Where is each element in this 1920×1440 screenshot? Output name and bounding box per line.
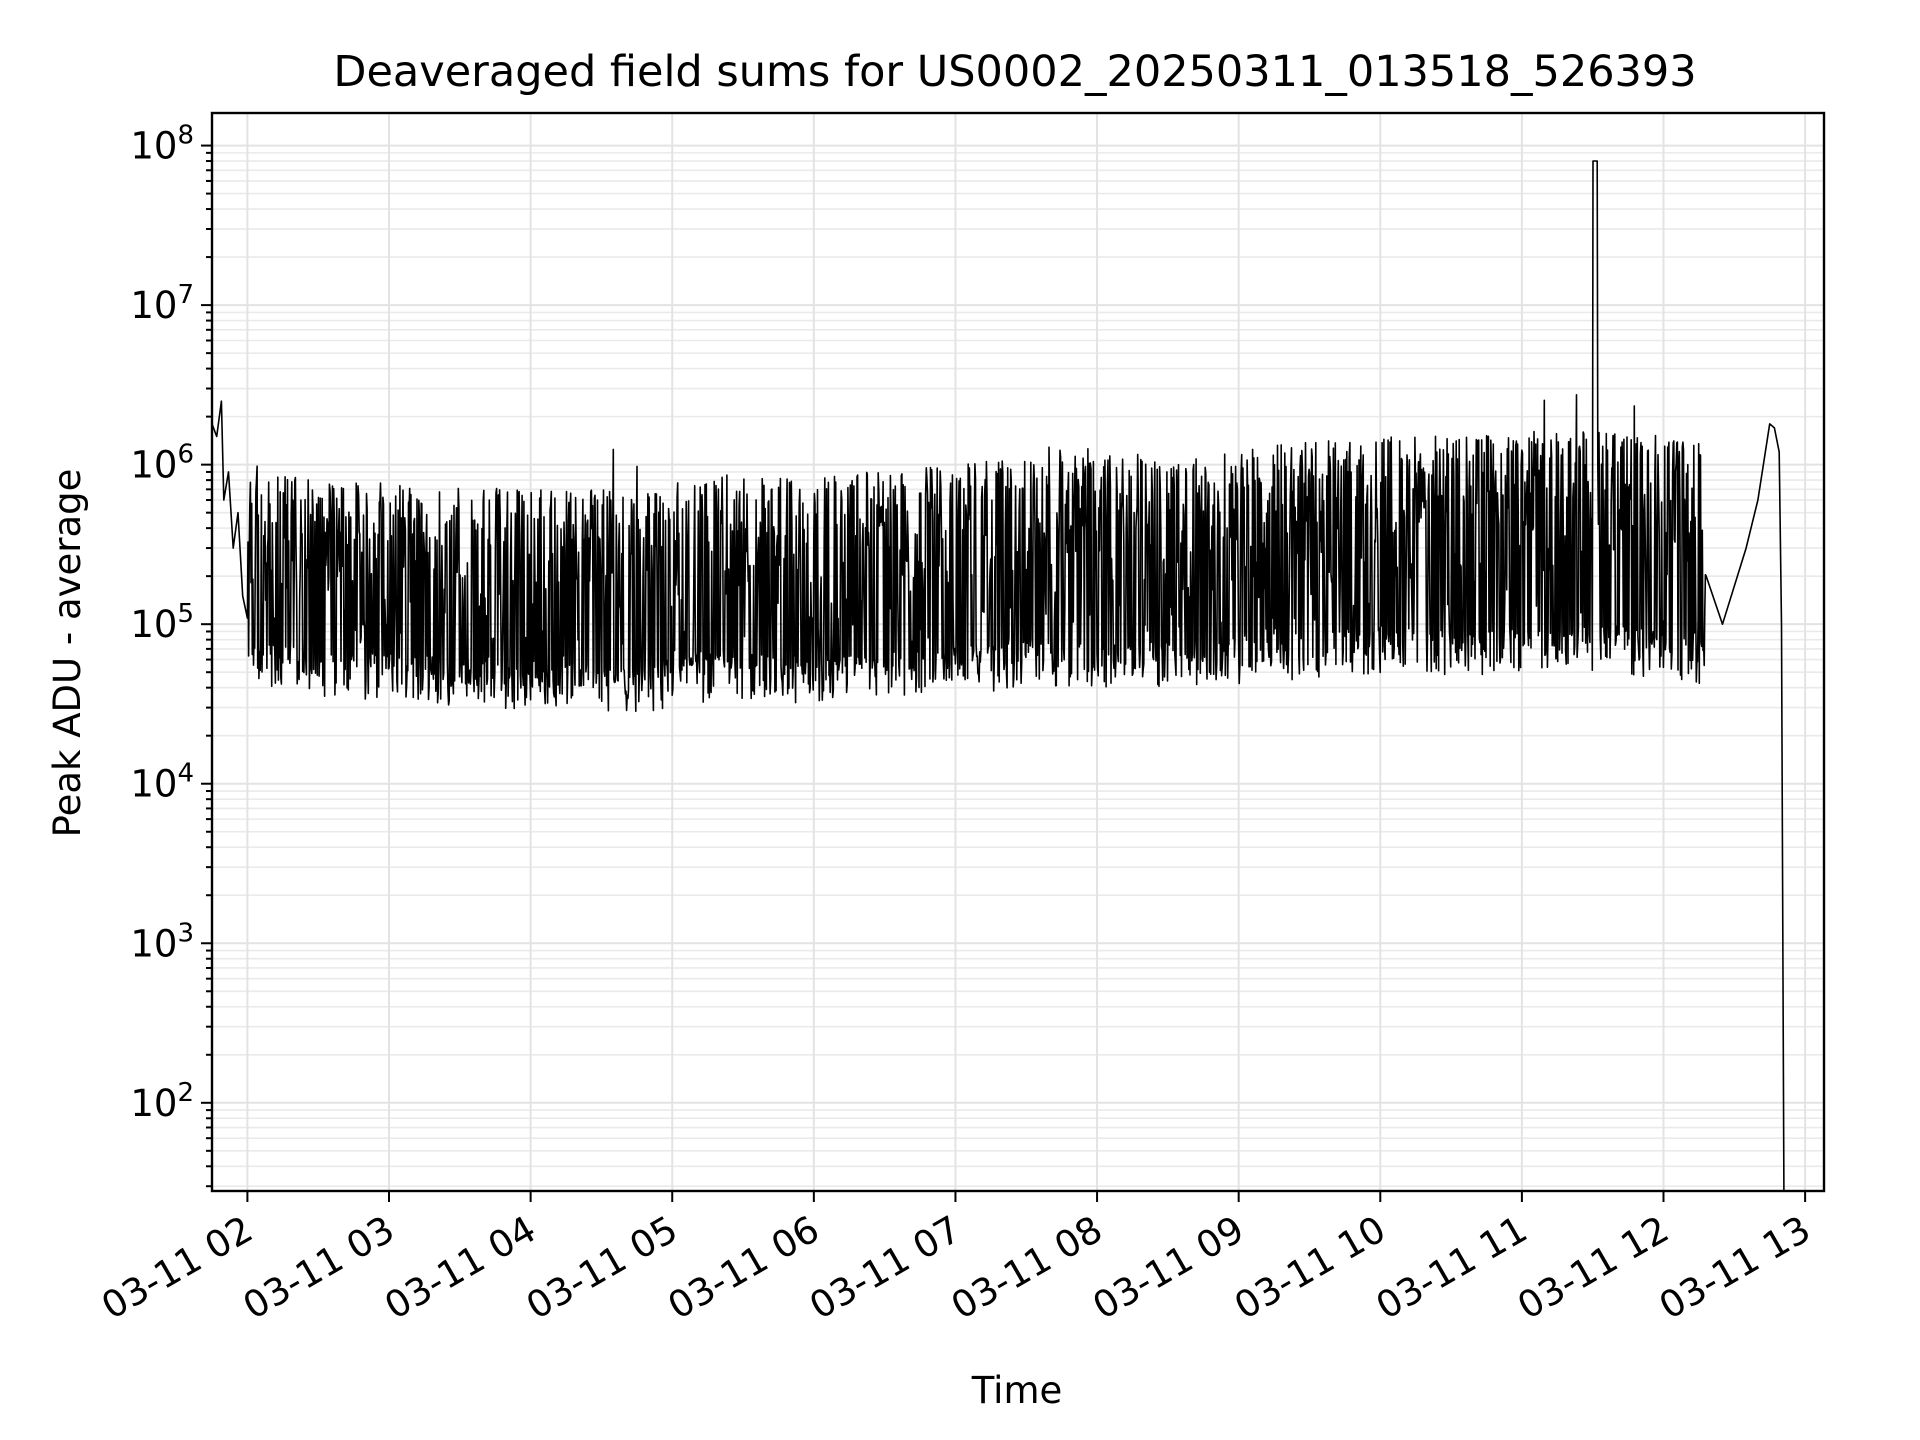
series-line xyxy=(211,160,1785,1192)
y-tick-label: 104 xyxy=(130,759,194,806)
y-axis-label: Peak ADU - average xyxy=(46,469,89,838)
y-tick-label: 103 xyxy=(130,918,194,965)
chart-title: Deaveraged field sums for US0002_2025031… xyxy=(333,47,1696,97)
y-tick-label: 107 xyxy=(130,280,194,327)
plot-frame xyxy=(210,111,1826,1193)
y-tick-label: 102 xyxy=(130,1078,194,1125)
y-axis: 102 103 104 105 106 107 108 xyxy=(130,121,212,1188)
series-layer xyxy=(211,160,1785,1192)
y-tick-label: 105 xyxy=(130,599,194,646)
x-axis-label: Time xyxy=(971,1369,1063,1412)
y-tick-label: 108 xyxy=(130,121,194,168)
y-tick-label: 106 xyxy=(130,440,194,487)
